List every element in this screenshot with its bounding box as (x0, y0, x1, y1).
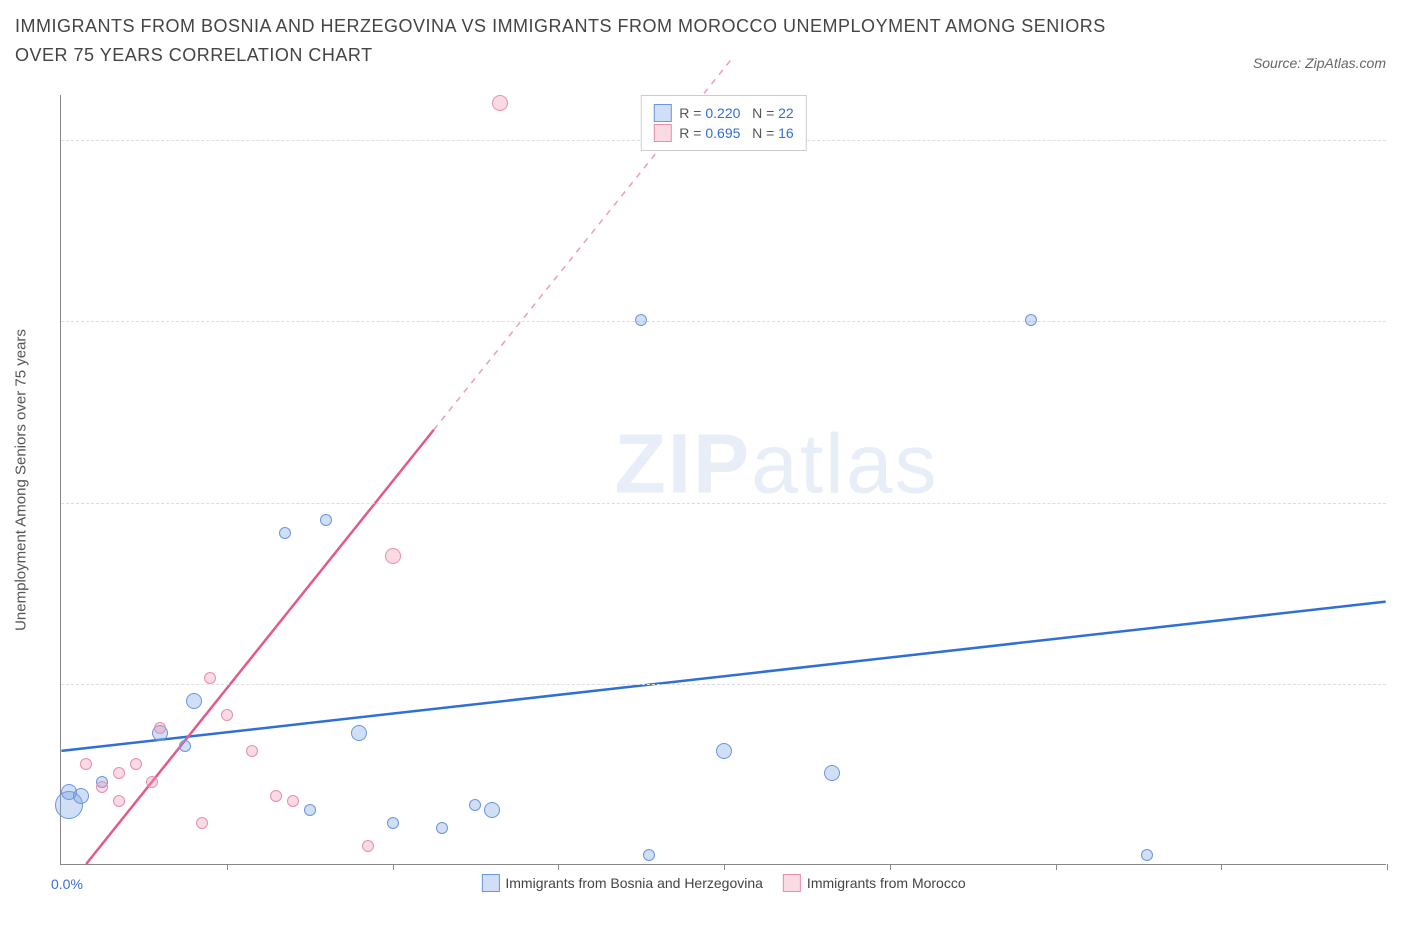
stats-row-bosnia: R = 0.220 N = 22 (653, 104, 793, 122)
swatch-icon (653, 104, 671, 122)
gridline (61, 684, 1386, 685)
stats-text: R = 0.695 N = 16 (679, 125, 793, 141)
regression-line-morocco (86, 430, 434, 864)
y-axis-label: Unemployment Among Seniors over 75 years (13, 329, 30, 631)
data-point-bosnia (387, 817, 399, 829)
data-point-bosnia (469, 799, 481, 811)
data-point-morocco (246, 745, 258, 757)
x-tick (1387, 864, 1388, 870)
swatch-icon (783, 874, 801, 892)
data-point-morocco (113, 767, 125, 779)
data-point-morocco (270, 790, 282, 802)
data-point-morocco (221, 709, 233, 721)
x-tick (227, 864, 228, 870)
legend-item-morocco: Immigrants from Morocco (783, 874, 966, 892)
x-tick (724, 864, 725, 870)
data-point-bosnia (1141, 849, 1153, 861)
data-point-morocco (154, 722, 166, 734)
data-point-bosnia (351, 725, 367, 741)
data-point-bosnia (436, 822, 448, 834)
data-point-bosnia (279, 527, 291, 539)
data-point-bosnia (320, 514, 332, 526)
data-point-morocco (130, 758, 142, 770)
legend-label: Immigrants from Bosnia and Herzegovina (505, 875, 763, 891)
swatch-icon (653, 124, 671, 142)
x-tick (1221, 864, 1222, 870)
x-axis-min-label: 0.0% (51, 876, 83, 892)
data-point-morocco (362, 840, 374, 852)
x-tick (558, 864, 559, 870)
data-point-bosnia (716, 743, 732, 759)
data-point-bosnia (484, 802, 500, 818)
plot-area: ZIPatlas R = 0.220 N = 22R = 0.695 N = 1… (60, 95, 1386, 865)
legend-item-bosnia: Immigrants from Bosnia and Herzegovina (481, 874, 763, 892)
data-point-morocco (492, 95, 508, 111)
data-point-morocco (113, 795, 125, 807)
chart-title: IMMIGRANTS FROM BOSNIA AND HERZEGOVINA V… (15, 12, 1115, 70)
x-tick (1056, 864, 1057, 870)
data-point-morocco (146, 776, 158, 788)
stats-text: R = 0.220 N = 22 (679, 105, 793, 121)
gridline (61, 503, 1386, 504)
stats-legend: R = 0.220 N = 22 R = 0.695 N = 16 (640, 95, 806, 151)
data-point-morocco (96, 781, 108, 793)
data-point-bosnia (635, 314, 647, 326)
series-legend: Immigrants from Bosnia and Herzegovina Im… (481, 874, 965, 892)
swatch-icon (481, 874, 499, 892)
stats-row-morocco: R = 0.695 N = 16 (653, 124, 793, 142)
data-point-morocco (287, 795, 299, 807)
source-attribution: Source: ZipAtlas.com (1253, 55, 1386, 71)
gridline (61, 321, 1386, 322)
data-point-bosnia (304, 804, 316, 816)
data-point-morocco (196, 817, 208, 829)
legend-label: Immigrants from Morocco (807, 875, 966, 891)
data-point-bosnia (186, 693, 202, 709)
data-point-bosnia (643, 849, 655, 861)
data-point-bosnia (1025, 314, 1037, 326)
data-point-bosnia (824, 765, 840, 781)
data-point-bosnia (73, 788, 89, 804)
data-point-morocco (385, 548, 401, 564)
data-point-morocco (204, 672, 216, 684)
regression-line-bosnia (61, 602, 1385, 751)
x-tick (890, 864, 891, 870)
data-point-morocco (80, 758, 92, 770)
data-point-bosnia (179, 740, 191, 752)
x-tick (393, 864, 394, 870)
